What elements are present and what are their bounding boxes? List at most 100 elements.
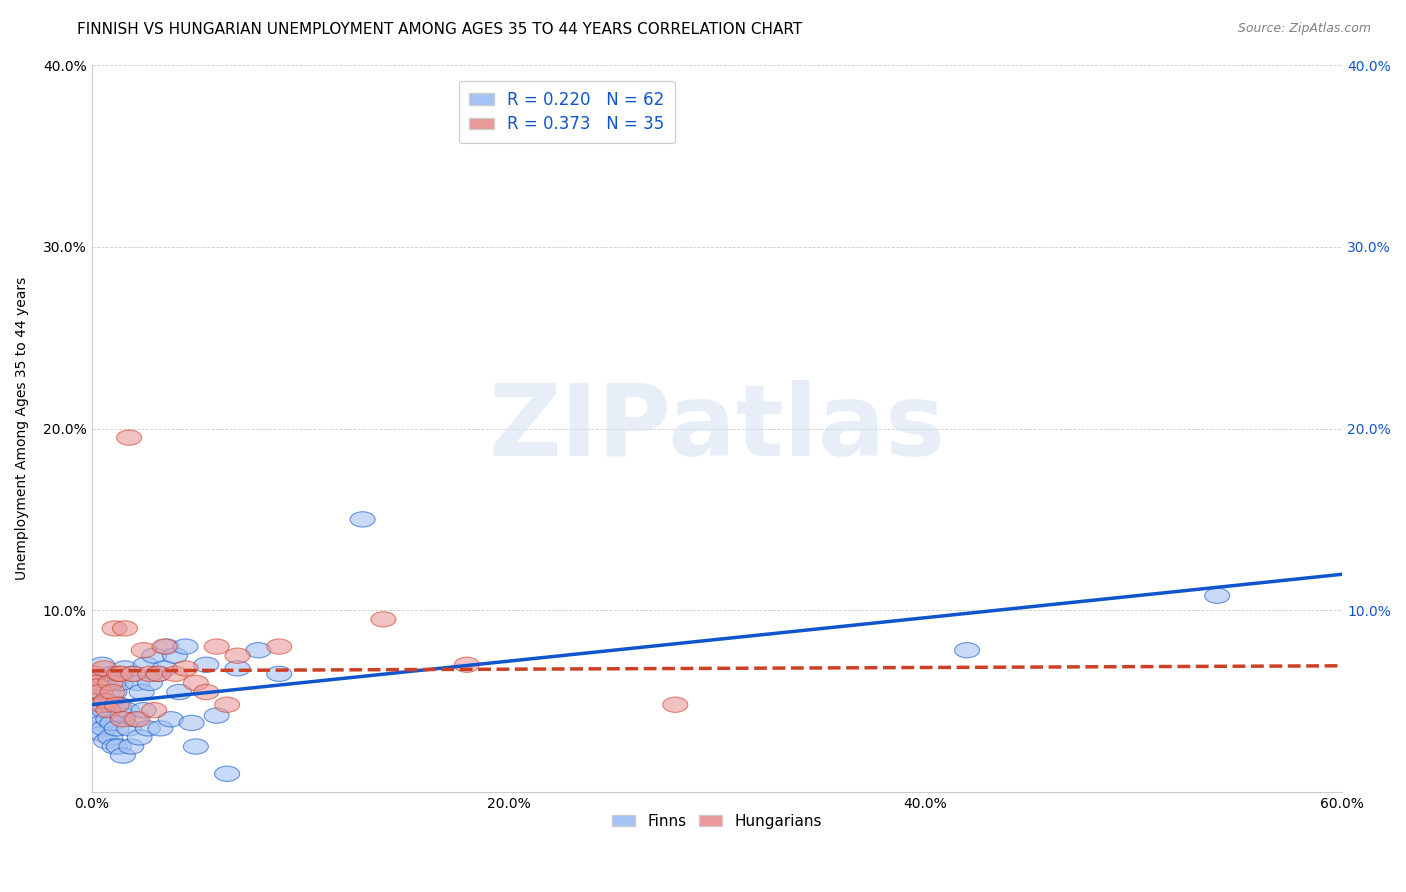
- Ellipse shape: [127, 730, 152, 745]
- Ellipse shape: [142, 703, 167, 718]
- Ellipse shape: [225, 648, 250, 664]
- Ellipse shape: [173, 661, 198, 676]
- Ellipse shape: [94, 693, 118, 709]
- Ellipse shape: [159, 712, 183, 727]
- Ellipse shape: [94, 733, 118, 748]
- Ellipse shape: [138, 675, 163, 690]
- Ellipse shape: [91, 703, 117, 718]
- Ellipse shape: [94, 693, 118, 709]
- Ellipse shape: [152, 639, 177, 654]
- Legend: Finns, Hungarians: Finns, Hungarians: [606, 808, 828, 835]
- Ellipse shape: [267, 639, 291, 654]
- Ellipse shape: [125, 675, 150, 690]
- Ellipse shape: [131, 642, 156, 658]
- Ellipse shape: [111, 708, 135, 723]
- Ellipse shape: [103, 739, 127, 754]
- Ellipse shape: [111, 712, 135, 727]
- Ellipse shape: [98, 698, 122, 713]
- Ellipse shape: [104, 721, 129, 736]
- Ellipse shape: [121, 666, 146, 681]
- Ellipse shape: [246, 642, 271, 658]
- Ellipse shape: [117, 721, 142, 736]
- Ellipse shape: [371, 612, 396, 627]
- Ellipse shape: [121, 666, 146, 681]
- Ellipse shape: [107, 666, 131, 681]
- Ellipse shape: [86, 679, 111, 694]
- Ellipse shape: [118, 739, 143, 754]
- Ellipse shape: [167, 684, 191, 699]
- Ellipse shape: [98, 730, 122, 745]
- Ellipse shape: [83, 675, 108, 690]
- Ellipse shape: [111, 748, 135, 764]
- Ellipse shape: [112, 661, 138, 676]
- Ellipse shape: [98, 675, 122, 690]
- Ellipse shape: [117, 430, 142, 445]
- Ellipse shape: [662, 698, 688, 713]
- Ellipse shape: [103, 684, 127, 699]
- Ellipse shape: [146, 666, 172, 681]
- Ellipse shape: [87, 672, 112, 687]
- Ellipse shape: [86, 698, 111, 713]
- Ellipse shape: [87, 708, 112, 723]
- Ellipse shape: [83, 684, 108, 699]
- Ellipse shape: [100, 666, 125, 681]
- Ellipse shape: [83, 675, 108, 690]
- Ellipse shape: [350, 512, 375, 527]
- Ellipse shape: [215, 766, 239, 781]
- Ellipse shape: [90, 726, 114, 741]
- Ellipse shape: [173, 639, 198, 654]
- Ellipse shape: [96, 703, 121, 718]
- Ellipse shape: [91, 721, 117, 736]
- Ellipse shape: [155, 639, 179, 654]
- Ellipse shape: [107, 739, 131, 754]
- Ellipse shape: [100, 684, 125, 699]
- Ellipse shape: [135, 721, 160, 736]
- Ellipse shape: [112, 621, 138, 636]
- Ellipse shape: [183, 739, 208, 754]
- Ellipse shape: [204, 639, 229, 654]
- Ellipse shape: [215, 698, 239, 713]
- Text: FINNISH VS HUNGARIAN UNEMPLOYMENT AMONG AGES 35 TO 44 YEARS CORRELATION CHART: FINNISH VS HUNGARIAN UNEMPLOYMENT AMONG …: [77, 22, 803, 37]
- Ellipse shape: [183, 675, 208, 690]
- Ellipse shape: [955, 642, 980, 658]
- Ellipse shape: [90, 657, 114, 673]
- Ellipse shape: [108, 666, 134, 681]
- Ellipse shape: [163, 648, 187, 664]
- Ellipse shape: [103, 621, 127, 636]
- Ellipse shape: [225, 661, 250, 676]
- Ellipse shape: [82, 666, 107, 681]
- Text: Source: ZipAtlas.com: Source: ZipAtlas.com: [1237, 22, 1371, 36]
- Ellipse shape: [194, 657, 219, 673]
- Ellipse shape: [204, 708, 229, 723]
- Ellipse shape: [138, 666, 163, 681]
- Ellipse shape: [96, 684, 121, 699]
- Ellipse shape: [454, 657, 479, 673]
- Ellipse shape: [1205, 588, 1230, 603]
- Text: ZIPatlas: ZIPatlas: [488, 380, 945, 477]
- Ellipse shape: [129, 684, 155, 699]
- Ellipse shape: [87, 684, 112, 699]
- Ellipse shape: [125, 712, 150, 727]
- Ellipse shape: [108, 675, 134, 690]
- Ellipse shape: [152, 661, 177, 676]
- Ellipse shape: [107, 698, 131, 713]
- Ellipse shape: [267, 666, 291, 681]
- Ellipse shape: [134, 657, 159, 673]
- Ellipse shape: [179, 715, 204, 731]
- Ellipse shape: [90, 698, 114, 713]
- Ellipse shape: [104, 672, 129, 687]
- Y-axis label: Unemployment Among Ages 35 to 44 years: Unemployment Among Ages 35 to 44 years: [15, 277, 30, 580]
- Ellipse shape: [90, 715, 114, 731]
- Ellipse shape: [114, 703, 139, 718]
- Ellipse shape: [91, 661, 117, 676]
- Ellipse shape: [104, 698, 129, 713]
- Ellipse shape: [122, 712, 148, 727]
- Ellipse shape: [131, 703, 156, 718]
- Ellipse shape: [148, 721, 173, 736]
- Ellipse shape: [163, 666, 187, 681]
- Ellipse shape: [86, 679, 111, 694]
- Ellipse shape: [100, 715, 125, 731]
- Ellipse shape: [82, 666, 107, 681]
- Ellipse shape: [146, 666, 172, 681]
- Ellipse shape: [96, 712, 121, 727]
